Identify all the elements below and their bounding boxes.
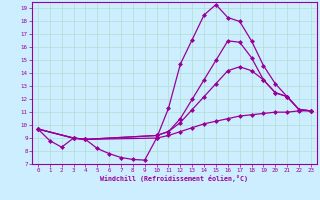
X-axis label: Windchill (Refroidissement éolien,°C): Windchill (Refroidissement éolien,°C): [100, 175, 248, 182]
